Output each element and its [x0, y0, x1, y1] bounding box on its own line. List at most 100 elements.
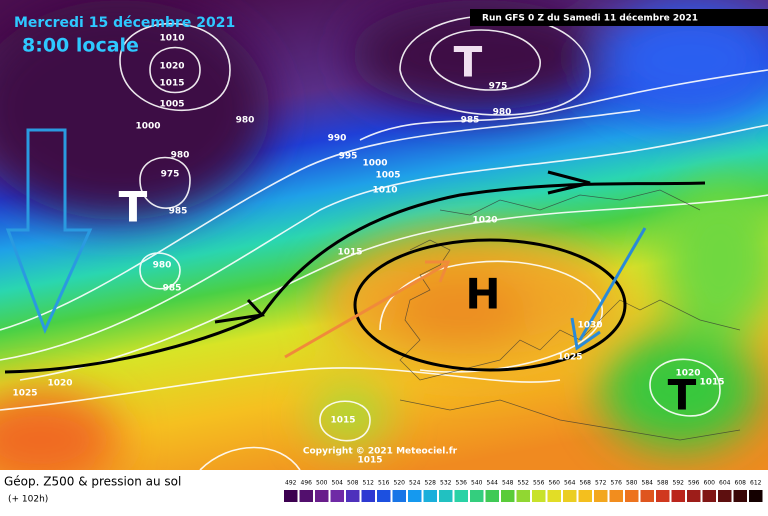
scale-label: 580	[626, 480, 638, 487]
scale-label: 504	[332, 480, 344, 487]
isobar-label: 975	[161, 170, 180, 180]
scale-label: 556	[533, 480, 545, 487]
pressure-systems: T T H T	[119, 38, 697, 420]
scale-swatch	[594, 490, 608, 502]
system-symbol: H	[465, 270, 500, 319]
system-symbol: T	[454, 38, 483, 87]
scale-swatch	[749, 490, 763, 502]
isobar-label: 1030	[577, 321, 602, 331]
system-symbol: T	[119, 183, 148, 232]
isobar-label: 980	[171, 151, 190, 161]
scale-label: 532	[440, 480, 452, 487]
scale-swatch	[501, 490, 515, 502]
scale-label: 548	[502, 480, 514, 487]
scale-swatch	[578, 490, 592, 502]
scale-label: 572	[595, 480, 607, 487]
color-scale: 492 496 500 504 508 512 516 520 524 528 532 536 540 5…	[284, 480, 763, 502]
scale-swatch	[718, 490, 732, 502]
isobar-label: 1020	[472, 216, 497, 226]
isobar-label: 980	[493, 108, 512, 118]
isobars	[0, 14, 768, 471]
scale-swatch	[516, 490, 530, 502]
scale-label: 516	[378, 480, 390, 487]
scale-swatch	[702, 490, 716, 502]
lead-time: (+ 102h)	[8, 495, 48, 505]
run-info: Run GFS 0 Z du Samedi 11 décembre 2021	[482, 13, 698, 24]
run-banner	[470, 9, 768, 26]
isobar-label: 1015	[699, 378, 724, 388]
scale-label: 520	[394, 480, 406, 487]
scale-swatch	[377, 490, 391, 502]
scale-label: 508	[347, 480, 359, 487]
scale-label: 512	[363, 480, 375, 487]
scale-label: 544	[487, 480, 499, 487]
isobar-label: 985	[461, 116, 480, 126]
scale-swatch	[547, 490, 561, 502]
isobar-label: 1005	[375, 171, 400, 181]
isobar-label: 980	[236, 116, 255, 126]
isobar-label: 1010	[372, 186, 397, 196]
isobar-label: 1015	[337, 248, 362, 258]
scale-swatch	[671, 490, 685, 502]
copyright: Copyright © 2021 Meteociel.fr	[303, 447, 458, 457]
scale-swatch	[361, 490, 375, 502]
isobar-label: 985	[169, 207, 188, 217]
valid-time: 8:00 locale	[22, 35, 139, 57]
scale-label: 568	[580, 480, 592, 487]
scale-swatch	[532, 490, 546, 502]
isobar-label: 1005	[159, 100, 184, 110]
scale-swatch	[299, 490, 313, 502]
legend-title: Géop. Z500 & pression au sol	[4, 475, 181, 489]
scale-swatch	[346, 490, 360, 502]
isobar-label: 1025	[12, 389, 37, 399]
scale-label: 560	[549, 480, 561, 487]
scale-label: 500	[316, 480, 328, 487]
isobar-label: 995	[339, 152, 358, 162]
isobar-label: 1015	[357, 456, 382, 466]
scale-label: 588	[657, 480, 669, 487]
scale-swatch	[454, 490, 468, 502]
scale-swatch	[392, 490, 406, 502]
scale-label: 564	[564, 480, 576, 487]
scale-swatch	[687, 490, 701, 502]
scale-swatch	[408, 490, 422, 502]
scale-label: 612	[750, 480, 762, 487]
high-ellipse	[353, 238, 627, 372]
isobar-label: 975	[489, 82, 508, 92]
scale-swatch	[640, 490, 654, 502]
scale-label: 524	[409, 480, 421, 487]
scale-label: 552	[518, 480, 530, 487]
scale-swatch	[609, 490, 623, 502]
scale-swatch	[423, 490, 437, 502]
scale-swatch	[284, 490, 298, 502]
system-symbol: T	[668, 371, 697, 420]
isobar-label: 1020	[159, 62, 184, 72]
scale-swatch	[315, 490, 329, 502]
scale-label: 576	[611, 480, 623, 487]
scale-label: 492	[285, 480, 297, 487]
warm-advection-arrow	[284, 260, 451, 359]
isobar-label: 980	[153, 261, 172, 271]
scale-swatch	[485, 490, 499, 502]
isobar-label: 1015	[330, 416, 355, 426]
flow-arrow	[4, 181, 706, 374]
isobar-label: 990	[328, 134, 347, 144]
scale-swatch	[563, 490, 577, 502]
scale-label: 584	[642, 480, 654, 487]
cold-advection-arrow	[570, 227, 647, 351]
scale-label: 608	[735, 480, 747, 487]
scale-label: 540	[471, 480, 483, 487]
isobar-labels: 1010102010151005100098098097598598098599…	[12, 34, 724, 466]
scale-label: 600	[704, 480, 716, 487]
isobar-label: 1020	[675, 369, 700, 379]
scale-label: 496	[301, 480, 313, 487]
field-blobs	[0, 0, 768, 490]
scale-swatch	[470, 490, 484, 502]
scale-label: 596	[688, 480, 700, 487]
scale-swatch	[439, 490, 453, 502]
scale-swatch	[733, 490, 747, 502]
isobar-label: 1000	[362, 159, 387, 169]
big-arrow	[5, 128, 93, 334]
valid-date: Mercredi 15 décembre 2021	[14, 15, 235, 31]
